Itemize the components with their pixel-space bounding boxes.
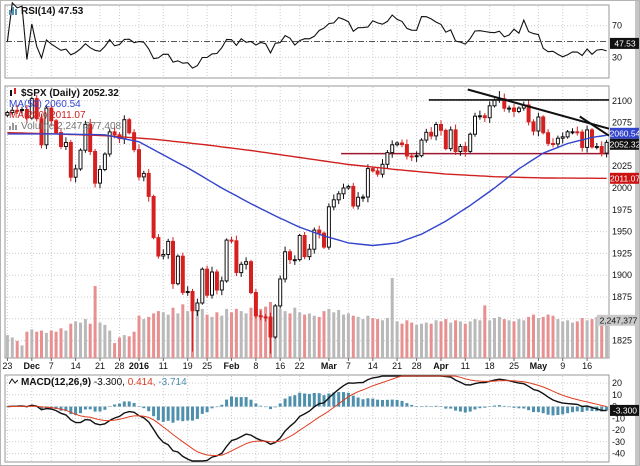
- volume-value-box: 2,247,377: [597, 314, 639, 326]
- svg-text:1825: 1825: [612, 336, 632, 346]
- rsi-value-box: 47.53: [610, 37, 639, 49]
- svg-text:1925: 1925: [612, 248, 632, 258]
- svg-text:2025: 2025: [612, 161, 632, 171]
- svg-text:28: 28: [114, 361, 124, 371]
- rsi-value: 47.53: [58, 6, 84, 17]
- svg-text:2075: 2075: [612, 118, 632, 128]
- annotations-front: [428, 88, 610, 137]
- svg-text:11: 11: [159, 361, 168, 371]
- svg-text:19: 19: [183, 361, 193, 371]
- price-value-box-1: 2052.32: [610, 138, 640, 150]
- svg-text:9: 9: [560, 361, 565, 371]
- svg-text:14: 14: [71, 361, 81, 371]
- svg-text:20: 20: [612, 378, 622, 388]
- svg-text:Feb: Feb: [223, 361, 240, 371]
- svg-text:18: 18: [485, 361, 495, 371]
- svg-text:7: 7: [49, 361, 54, 371]
- macd-hist-value: -3.714: [158, 377, 187, 388]
- svg-text:21: 21: [392, 361, 402, 371]
- svg-text:2,247,377: 2,247,377: [600, 315, 638, 325]
- svg-text:-3.300: -3.300: [613, 405, 637, 415]
- price-chart-icon: [9, 88, 18, 100]
- svg-text:2100: 2100: [612, 96, 632, 106]
- price-title: $SPX (Daily) 2052.32: [21, 88, 119, 99]
- svg-text:Dec: Dec: [24, 361, 41, 371]
- macd-signal-value: 0.414,: [127, 377, 156, 388]
- svg-text:-20: -20: [612, 425, 625, 435]
- macd-signal-line: [7, 375, 607, 457]
- volume-legend: Volume 2,247,377,408: [21, 121, 122, 132]
- svg-text:1875: 1875: [612, 292, 632, 302]
- svg-text:21: 21: [95, 361, 105, 371]
- svg-text:May: May: [530, 361, 548, 371]
- volume-icon: [9, 121, 18, 133]
- svg-text:28: 28: [412, 361, 422, 371]
- svg-text:47.53: 47.53: [614, 38, 636, 48]
- svg-text:Mar: Mar: [321, 361, 338, 371]
- svg-text:2011.07: 2011.07: [610, 173, 640, 183]
- ma200-legend: MA(200) 2011.07: [9, 110, 86, 121]
- descending-trendline: [467, 88, 610, 130]
- rsi-label: RSI(14): [21, 6, 56, 17]
- macd-legend: MACD(12,26,9) -3.300, 0.414, -3.714: [8, 377, 187, 389]
- svg-text:-10: -10: [612, 413, 625, 423]
- svg-text:16: 16: [275, 361, 285, 371]
- ma50-line: [7, 133, 607, 247]
- macd-histogram: [5, 392, 609, 423]
- svg-text:7: 7: [346, 361, 351, 371]
- svg-text:Apr: Apr: [433, 361, 449, 371]
- rsi-indicator-icon: [9, 6, 18, 18]
- trendline-end-tick: [579, 115, 610, 137]
- svg-text:70: 70: [612, 21, 622, 31]
- macd-indicator-icon: [8, 377, 19, 389]
- svg-text:23: 23: [2, 361, 12, 371]
- ma50-legend: MA(50) 2060.54: [9, 99, 81, 110]
- svg-text:2060.54: 2060.54: [610, 128, 640, 138]
- svg-text:22: 22: [295, 361, 305, 371]
- macd-label: MACD(12,26,9): [21, 377, 92, 388]
- svg-text:1900: 1900: [612, 270, 632, 280]
- candlesticks: [5, 91, 609, 354]
- svg-text:-40: -40: [612, 449, 625, 459]
- svg-text:30: 30: [612, 52, 622, 62]
- svg-text:2000: 2000: [612, 183, 632, 193]
- price-legend: $SPX (Daily) 2052.32 MA(50) 2060.54 MA(2…: [9, 88, 121, 132]
- svg-text:16: 16: [582, 361, 592, 371]
- date-axis: 23 Dec 7 14 21 28 2016 11 19 25 Feb 8 16 22 Mar 7 14 21 28…: [2, 358, 592, 371]
- svg-text:11: 11: [461, 361, 470, 371]
- svg-text:2016: 2016: [129, 361, 149, 371]
- svg-text:25: 25: [509, 361, 519, 371]
- svg-text:25: 25: [202, 361, 212, 371]
- rsi-legend: RSI(14) 47.53: [9, 6, 83, 18]
- svg-text:-30: -30: [612, 437, 625, 447]
- rsi-line: [6, 1, 607, 69]
- price-value-box-2: 2011.07: [610, 172, 640, 184]
- svg-text:8: 8: [253, 361, 258, 371]
- svg-text:10: 10: [612, 390, 622, 400]
- price-value-box-0: 2060.54: [610, 127, 640, 139]
- svg-text:1950: 1950: [612, 227, 632, 237]
- svg-text:1975: 1975: [612, 205, 632, 215]
- price-panel: [4, 85, 610, 359]
- macd-value: -3.300,: [93, 377, 125, 388]
- svg-text:2052.32: 2052.32: [610, 139, 640, 149]
- svg-text:14: 14: [368, 361, 378, 371]
- macd-value-box: -3.300: [610, 404, 639, 416]
